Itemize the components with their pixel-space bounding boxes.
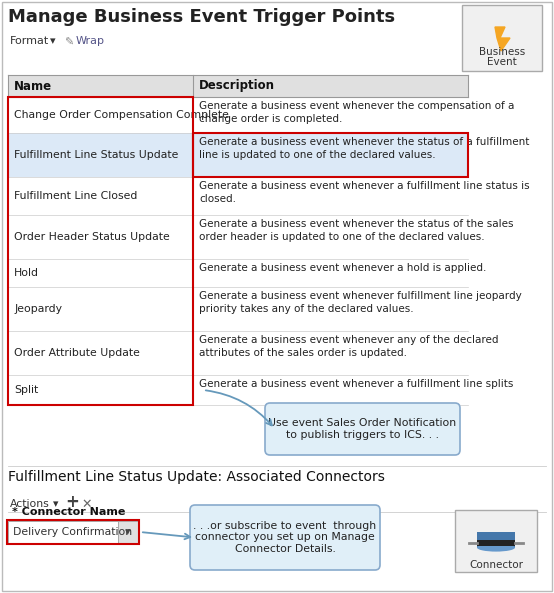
Text: Wrap: Wrap	[76, 36, 105, 46]
Text: Name: Name	[14, 79, 52, 93]
Text: Business: Business	[479, 47, 525, 57]
Bar	[8, 215, 468, 259]
Text: Generate a business event whenever any of the declared
attributes of the sales o: Generate a business event whenever any o…	[199, 335, 499, 358]
Bar	[8, 375, 468, 405]
Text: ✎: ✎	[64, 38, 73, 48]
Text: Generate a business event whenever a fulfillment line splits: Generate a business event whenever a ful…	[199, 379, 514, 389]
Text: Generate a business event whenever fulfillment line jeopardy
priority takes any : Generate a business event whenever fulfi…	[199, 291, 522, 314]
Bar	[477, 540, 515, 546]
Text: Fulfillment Line Status Update: Associated Connectors: Fulfillment Line Status Update: Associat…	[8, 470, 385, 484]
Text: Hold: Hold	[14, 268, 39, 278]
Text: ✕: ✕	[81, 498, 91, 511]
Text: Split: Split	[14, 385, 38, 395]
Text: . . .or subscribe to event  through
connector you set up on Manage
Connector Det: . . .or subscribe to event through conne…	[193, 521, 377, 554]
Text: Description: Description	[199, 79, 275, 93]
Text: Jeopardy: Jeopardy	[14, 304, 62, 314]
Text: Connector: Connector	[469, 560, 523, 570]
Text: Actions: Actions	[10, 499, 50, 509]
Text: Order Header Status Update: Order Header Status Update	[14, 232, 170, 242]
Ellipse shape	[477, 534, 515, 542]
Bar	[8, 75, 468, 97]
Bar	[455, 510, 537, 572]
Bar	[193, 133, 468, 177]
Text: Order Attribute Update: Order Attribute Update	[14, 348, 140, 358]
Text: Generate a business event whenever the compensation of a
change order is complet: Generate a business event whenever the c…	[199, 101, 514, 124]
Text: Generate a business event whenever the status of the sales
order header is updat: Generate a business event whenever the s…	[199, 219, 514, 242]
Text: Delivery Confirmation: Delivery Confirmation	[13, 527, 132, 537]
Text: Fulfillment Line Closed: Fulfillment Line Closed	[14, 191, 137, 201]
Text: ▾: ▾	[53, 499, 59, 509]
FancyBboxPatch shape	[265, 403, 460, 455]
Bar	[8, 133, 468, 177]
Polygon shape	[495, 27, 510, 51]
Text: Generate a business event whenever the status of a fulfillment
line is updated t: Generate a business event whenever the s…	[199, 137, 530, 160]
Text: ▾: ▾	[125, 527, 131, 537]
Bar	[462, 5, 542, 71]
Bar	[477, 531, 515, 547]
Bar	[118, 521, 138, 543]
FancyBboxPatch shape	[190, 505, 380, 570]
Text: Generate a business event whenever a hold is applied.: Generate a business event whenever a hol…	[199, 263, 486, 273]
Text: Change Order Compensation Complete: Change Order Compensation Complete	[14, 110, 229, 120]
Text: Fulfillment Line Status Update: Fulfillment Line Status Update	[14, 150, 178, 160]
Text: +: +	[65, 493, 79, 511]
Bar	[8, 177, 468, 215]
Text: Generate a business event whenever a fulfillment line status is
closed.: Generate a business event whenever a ful…	[199, 181, 530, 204]
Text: Format: Format	[10, 36, 49, 46]
Text: Event: Event	[487, 57, 517, 67]
Bar	[7, 520, 139, 544]
Text: * Connector Name: * Connector Name	[12, 507, 125, 517]
Bar	[8, 97, 193, 405]
Ellipse shape	[477, 544, 515, 551]
Bar	[8, 287, 468, 331]
Bar	[8, 331, 468, 375]
Bar	[8, 259, 468, 287]
Bar	[8, 521, 118, 543]
Text: ▾: ▾	[50, 36, 55, 46]
Text: Use event Sales Order Notification
to publish triggers to ICS. . .: Use event Sales Order Notification to pu…	[269, 418, 456, 440]
Bar	[8, 97, 468, 133]
Text: Manage Business Event Trigger Points: Manage Business Event Trigger Points	[8, 8, 395, 26]
